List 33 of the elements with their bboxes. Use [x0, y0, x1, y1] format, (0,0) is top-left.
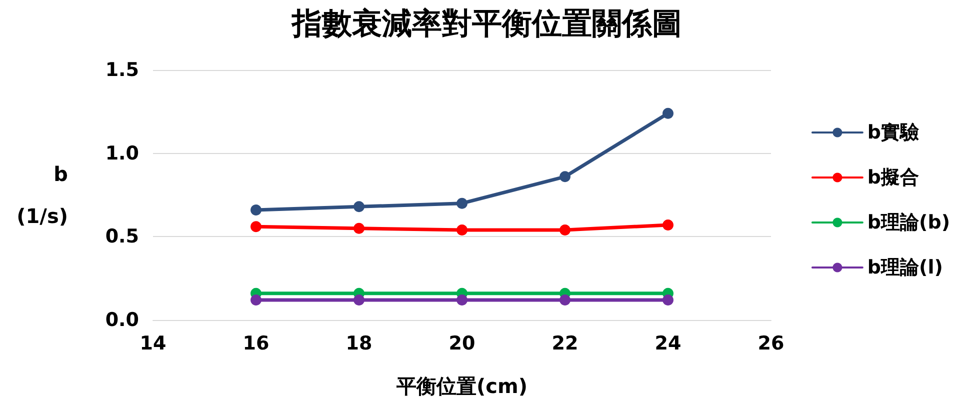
- legend-label: b理論(l): [867, 256, 943, 278]
- y-axis-title: b (1/s): [16, 162, 68, 228]
- point: [354, 222, 364, 234]
- point: [354, 201, 364, 212]
- x-tick-label: 16: [242, 332, 270, 354]
- point: [354, 294, 364, 306]
- legend-label: b實驗: [867, 122, 920, 144]
- x-tick-label: 22: [552, 332, 578, 354]
- chart-title: 指數衰減率對平衡位置關係圖: [291, 6, 682, 42]
- x-tick-label: 18: [346, 332, 372, 354]
- point: [662, 294, 674, 306]
- x-tick-label: 26: [758, 332, 784, 354]
- point: [662, 220, 674, 230]
- point: [560, 171, 570, 182]
- y-tick-label: 1.5: [105, 59, 139, 81]
- y-tick-label: 1.0: [105, 142, 139, 164]
- y-tick-label: 0.5: [105, 226, 139, 248]
- x-tick-label: 20: [448, 332, 476, 354]
- point: [250, 204, 262, 216]
- legend-label: b理論(b): [867, 212, 950, 234]
- y-tick-label: 0.0: [105, 309, 139, 331]
- point: [456, 294, 468, 306]
- x-tick-label: 24: [654, 332, 682, 354]
- point: [662, 108, 674, 119]
- point: [456, 224, 468, 236]
- point: [560, 224, 570, 236]
- point: [560, 294, 570, 306]
- point: [250, 221, 262, 232]
- point: [456, 198, 468, 209]
- x-tick-label: 14: [140, 332, 166, 354]
- point: [250, 294, 262, 306]
- x-axis-title: 平衡位置(cm): [396, 374, 528, 398]
- legend-label: b擬合: [867, 166, 920, 188]
